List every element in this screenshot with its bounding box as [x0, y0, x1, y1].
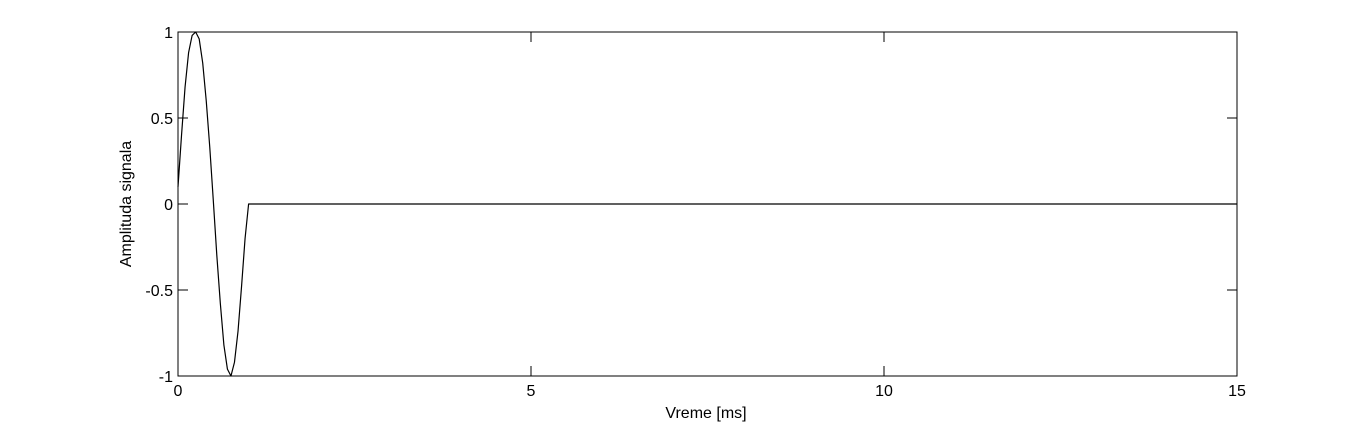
x-axis-label: Vreme [ms] [665, 405, 746, 422]
y-tick-label: -1 [159, 369, 173, 386]
x-tick-label: 10 [875, 383, 893, 400]
x-tick-label: 15 [1228, 383, 1246, 400]
y-ticks: -1 -0.5 0 0.5 1 [145, 25, 1237, 386]
y-axis-label: Amplituda signala [118, 141, 135, 267]
x-tick-label: 0 [174, 383, 183, 400]
y-tick-label: -0.5 [145, 283, 173, 300]
signal-line [177, 31, 1237, 377]
y-tick-label: 0.5 [151, 111, 173, 128]
x-tick-label: 5 [527, 383, 536, 400]
y-tick-label: 1 [164, 25, 173, 42]
x-ticks: 0 5 10 15 [174, 32, 1246, 400]
series-layer [177, 31, 1237, 377]
y-tick-label: 0 [164, 197, 173, 214]
